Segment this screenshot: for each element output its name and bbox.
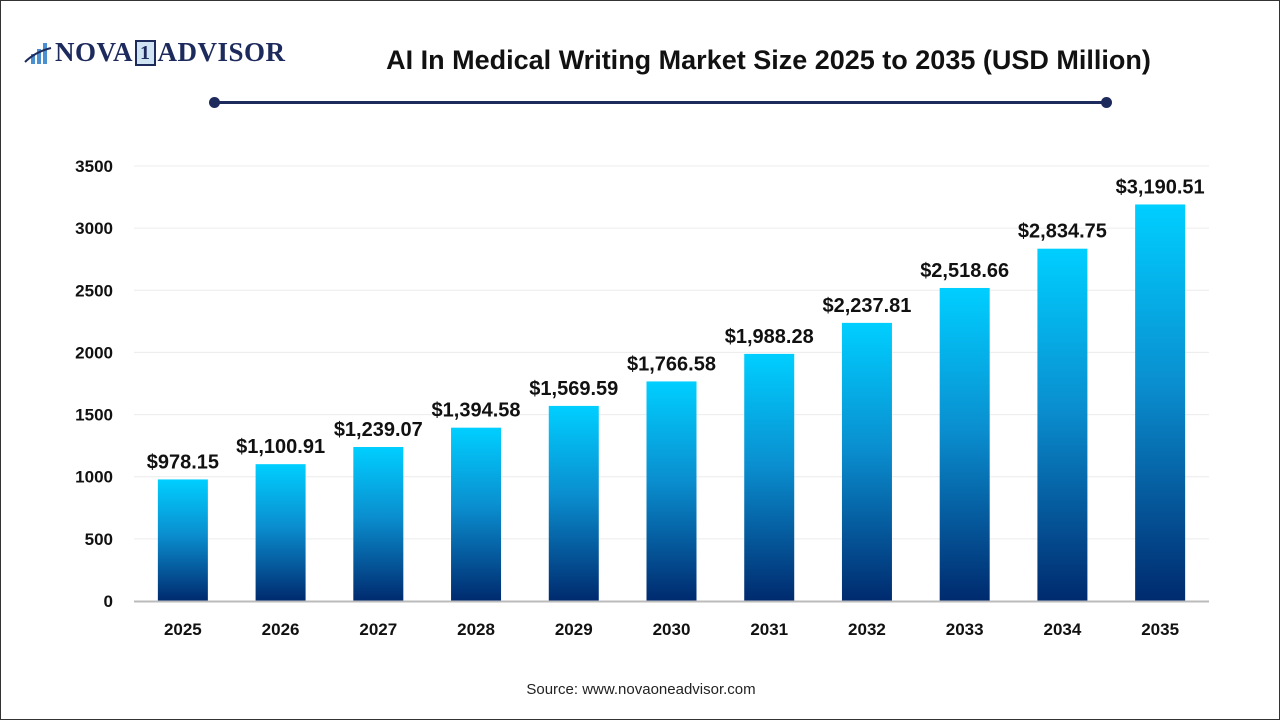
bar-chart-logo-icon xyxy=(24,42,52,64)
data-label: $3,190.51 xyxy=(1116,176,1205,198)
x-tick-label: 2033 xyxy=(946,620,984,639)
title-divider xyxy=(214,101,1107,104)
bar-2026 xyxy=(255,464,306,601)
data-label: $1,569.59 xyxy=(529,378,618,400)
logo-text: ADVISOR xyxy=(157,37,286,67)
bar-2034 xyxy=(1037,248,1088,601)
data-label: $978.15 xyxy=(147,451,219,473)
y-tick-label: 3500 xyxy=(75,157,113,176)
bar-2033 xyxy=(939,287,990,601)
x-tick-label: 2026 xyxy=(262,620,300,639)
data-label: $1,766.58 xyxy=(627,353,716,375)
data-label: $2,518.66 xyxy=(920,260,1009,282)
data-label: $2,834.75 xyxy=(1018,221,1107,243)
divider-dot xyxy=(1101,97,1112,108)
bar-2029 xyxy=(548,405,599,601)
y-tick-label: 1500 xyxy=(75,406,113,425)
y-tick-label: 2500 xyxy=(75,281,113,300)
chart-title: AI In Medical Writing Market Size 2025 t… xyxy=(386,45,1151,75)
y-tick-label: 3000 xyxy=(75,219,113,238)
y-tick-label: 1000 xyxy=(75,468,113,487)
data-label: $1,394.58 xyxy=(432,400,521,422)
x-tick-label: 2035 xyxy=(1141,620,1179,639)
bar-2031 xyxy=(744,353,795,601)
x-tick-label: 2030 xyxy=(653,620,691,639)
x-tick-label: 2034 xyxy=(1043,620,1081,639)
bar-2030 xyxy=(646,381,697,601)
divider-dot xyxy=(209,97,220,108)
x-tick-label: 2031 xyxy=(750,620,788,639)
bar-2027 xyxy=(353,447,404,601)
data-label: $1,239.07 xyxy=(334,419,423,441)
y-tick-label: 500 xyxy=(85,530,113,549)
x-tick-label: 2027 xyxy=(359,620,397,639)
source-note: Source: www.novaoneadvisor.com xyxy=(526,681,756,698)
x-tick-label: 2032 xyxy=(848,620,886,639)
bar-2025 xyxy=(157,479,208,601)
data-label: $1,100.91 xyxy=(236,436,325,458)
data-label: $1,988.28 xyxy=(725,326,814,348)
bar-2035 xyxy=(1135,204,1186,601)
x-tick-label: 2025 xyxy=(164,620,202,639)
x-tick-label: 2028 xyxy=(457,620,495,639)
x-tick-label: 2029 xyxy=(555,620,593,639)
logo-text: NOVA xyxy=(55,37,134,67)
y-tick-label: 2000 xyxy=(75,343,113,362)
bar-2028 xyxy=(451,427,502,601)
y-tick-label: 0 xyxy=(104,592,113,611)
logo-one: 1 xyxy=(135,39,156,66)
bar-2032 xyxy=(841,322,892,601)
data-label: $2,237.81 xyxy=(822,295,911,317)
logo: NOVA 1 ADVISOR xyxy=(23,37,286,68)
